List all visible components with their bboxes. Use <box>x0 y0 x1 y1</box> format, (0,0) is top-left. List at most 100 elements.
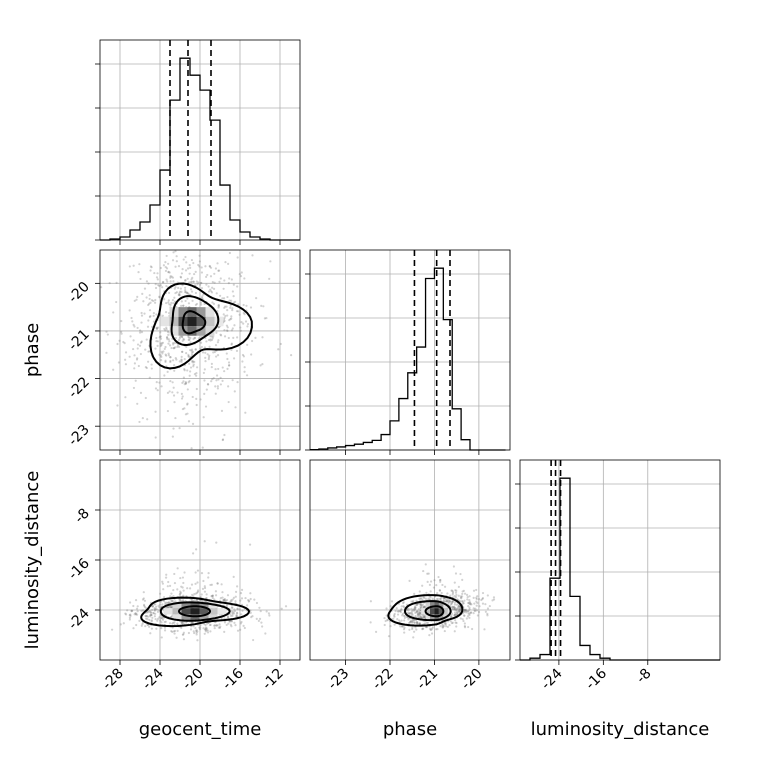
scatter-point <box>468 616 471 619</box>
scatter-point <box>223 335 227 338</box>
scatter-point <box>148 376 151 379</box>
scatter-point <box>427 597 430 600</box>
scatter-point <box>261 336 264 339</box>
scatter-point <box>234 600 237 603</box>
scatter-point <box>197 281 200 284</box>
scatter-point <box>173 629 177 633</box>
scatter-point <box>223 598 226 602</box>
scatter-point <box>461 595 464 598</box>
scatter-point <box>166 391 170 394</box>
scatter-point <box>446 599 449 602</box>
scatter-point <box>492 596 496 599</box>
scatter-point <box>203 586 207 590</box>
scatter-point <box>165 601 168 604</box>
scatter-point <box>438 589 442 592</box>
scatter-point <box>152 612 155 615</box>
scatter-point <box>155 381 158 384</box>
scatter-point <box>410 600 413 603</box>
scatter-point <box>234 590 238 593</box>
scatter-point <box>164 603 167 606</box>
scatter-point <box>191 276 194 279</box>
x-tick-label: -16 <box>219 665 247 693</box>
scatter-point <box>463 608 466 611</box>
scatter-point <box>475 596 478 599</box>
scatter-point <box>210 595 213 598</box>
scatter-point <box>423 605 427 608</box>
pair-content <box>110 540 300 642</box>
scatter-point <box>431 626 434 629</box>
scatter-point <box>175 260 178 263</box>
scatter-point <box>180 355 183 358</box>
scatter-point <box>152 311 155 315</box>
scatter-point <box>420 604 423 607</box>
scatter-point <box>195 387 198 391</box>
scatter-point <box>136 343 140 346</box>
scatter-point <box>204 627 208 630</box>
scatter-point <box>189 366 193 369</box>
scatter-point <box>150 367 153 370</box>
scatter-point <box>215 541 218 544</box>
scatter-point <box>181 395 184 398</box>
density-cell <box>425 614 430 621</box>
scatter-point <box>144 614 147 618</box>
scatter-point <box>153 271 156 275</box>
scatter-point <box>491 599 494 602</box>
scatter-point <box>191 593 194 596</box>
scatter-point <box>418 597 421 600</box>
scatter-point <box>132 627 135 630</box>
scatter-point <box>187 381 190 384</box>
scatter-point <box>228 277 231 280</box>
scatter-point <box>154 286 158 290</box>
scatter-point <box>174 356 177 360</box>
scatter-point <box>198 628 202 631</box>
scatter-point <box>216 582 219 585</box>
scatter-point <box>231 598 234 601</box>
scatter-point <box>222 599 226 602</box>
scatter-point <box>129 613 132 616</box>
scatter-point <box>195 629 198 632</box>
scatter-point <box>197 589 200 592</box>
scatter-point <box>148 618 151 622</box>
scatter-point <box>451 601 454 604</box>
scatter-point <box>207 571 210 575</box>
scatter-point <box>149 230 151 232</box>
scatter-point <box>411 621 414 624</box>
scatter-point <box>147 319 150 322</box>
scatter-point <box>214 344 218 347</box>
scatter-point <box>130 610 133 613</box>
scatter-point <box>395 607 398 610</box>
scatter-point <box>149 269 152 272</box>
scatter-point <box>173 364 176 367</box>
scatter-point <box>390 600 394 603</box>
scatter-point <box>165 284 168 288</box>
scatter-point <box>408 612 412 615</box>
scatter-point <box>146 325 150 328</box>
scatter-point <box>207 338 210 342</box>
scatter-point <box>212 302 216 305</box>
scatter-point <box>158 284 161 288</box>
scatter-point <box>229 304 232 307</box>
scatter-point <box>180 358 183 361</box>
scatter-point <box>169 595 172 598</box>
scatter-point <box>206 629 209 632</box>
scatter-point <box>155 336 158 340</box>
scatter-point <box>412 636 415 639</box>
scatter-point <box>172 343 175 346</box>
scatter-point <box>230 599 233 602</box>
scatter-point <box>246 604 249 607</box>
scatter-point <box>161 341 165 344</box>
scatter-point <box>213 624 216 627</box>
scatter-point <box>236 612 239 615</box>
scatter-point <box>475 600 478 603</box>
scatter-point <box>433 579 436 582</box>
scatter-point <box>192 337 195 341</box>
scatter-point <box>439 625 442 628</box>
scatter-point <box>144 396 147 400</box>
scatter-point <box>413 592 416 595</box>
scatter-point <box>148 297 151 301</box>
scatter-point <box>189 281 192 284</box>
scatter-point <box>150 266 153 269</box>
scatter-point <box>220 409 224 412</box>
scatter-point <box>410 609 414 613</box>
scatter-point <box>175 291 178 294</box>
